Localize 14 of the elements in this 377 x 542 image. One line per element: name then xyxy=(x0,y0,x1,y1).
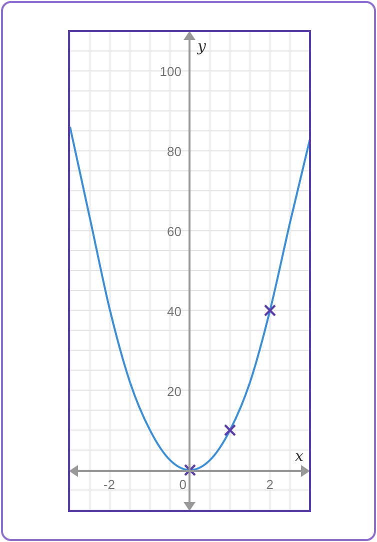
point xyxy=(184,464,196,476)
y-tick-label: 20 xyxy=(167,384,182,399)
y-tick-label: 80 xyxy=(167,144,182,159)
y-tick-label: 40 xyxy=(167,304,182,319)
x-tick-label: 2 xyxy=(266,477,274,492)
point xyxy=(264,304,276,317)
y-axis-title: y xyxy=(196,37,206,55)
x-tick-label: 0 xyxy=(179,477,186,492)
x-axis-title: x xyxy=(295,447,304,465)
line-series xyxy=(70,126,310,472)
point xyxy=(224,424,236,436)
y-tick-label: 60 xyxy=(167,224,182,239)
y-tick-label: 100 xyxy=(160,64,182,79)
x-tick-label: -2 xyxy=(103,477,115,492)
